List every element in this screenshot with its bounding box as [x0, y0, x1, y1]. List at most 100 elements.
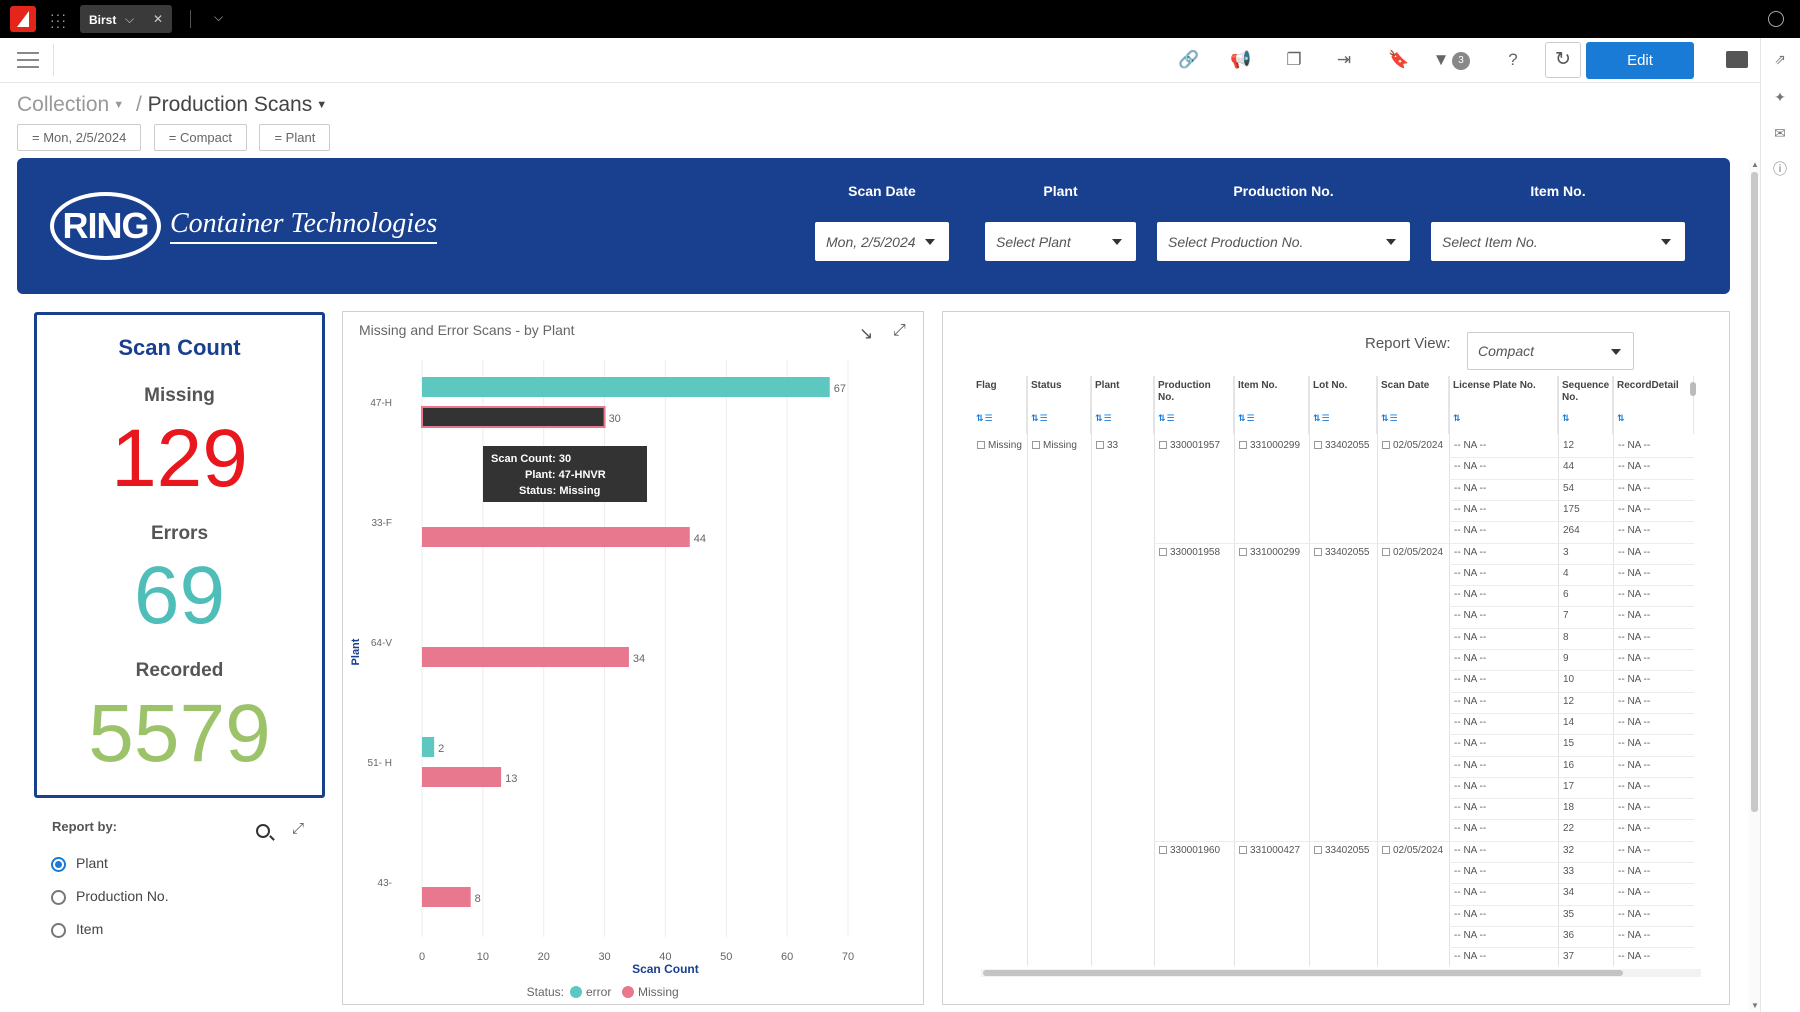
- apps-grid-icon[interactable]: ··· ··· ···: [50, 6, 67, 34]
- expand-icon[interactable]: ⤢: [893, 322, 906, 339]
- caret-down-icon[interactable]: ▼: [113, 99, 125, 112]
- folder-icon[interactable]: [1726, 51, 1748, 68]
- expand-checkbox[interactable]: [1314, 845, 1322, 854]
- bar-chart[interactable]: 0 10 20 30 40 50 60 70 Scan Count Plant 47-H 67 30 33…: [343, 312, 925, 1006]
- expand-checkbox[interactable]: [1239, 441, 1247, 449]
- production-no-select[interactable]: Select Production No.: [1157, 222, 1410, 261]
- scrollbar-thumb[interactable]: [1690, 382, 1696, 396]
- sort-filter-icon[interactable]: ⇅☰: [1313, 413, 1331, 423]
- bar-missing[interactable]: [422, 647, 629, 667]
- help-circle-icon[interactable]: ⓘ: [1773, 161, 1787, 177]
- expand-checkbox[interactable]: [977, 441, 985, 449]
- expand-icon[interactable]: ⤢: [292, 820, 305, 837]
- filter-icon[interactable]: ▼: [1432, 50, 1450, 69]
- column-header[interactable]: Status ⇅☰: [1027, 376, 1091, 434]
- breadcrumb-current[interactable]: Production Scans: [147, 93, 313, 116]
- expand-checkbox[interactable]: [1096, 441, 1104, 449]
- expand-checkbox[interactable]: [1314, 547, 1322, 556]
- column-header[interactable]: Sequence No. ⇅: [1558, 376, 1613, 434]
- radio-production-no[interactable]: Production No.: [51, 888, 169, 905]
- item-no-select[interactable]: Select Item No.: [1431, 222, 1685, 261]
- expand-checkbox[interactable]: [1382, 441, 1390, 449]
- link-icon[interactable]: 🔗: [1178, 50, 1200, 69]
- expand-checkbox[interactable]: [1382, 845, 1390, 854]
- export-icon[interactable]: ⇥: [1336, 50, 1352, 69]
- more-tabs-icon[interactable]: ⌵: [214, 10, 224, 24]
- close-icon[interactable]: ✕: [153, 12, 164, 26]
- chevron-down-icon[interactable]: ⌵: [125, 12, 135, 26]
- scrollbar-thumb[interactable]: [983, 970, 1623, 976]
- scroll-up-icon[interactable]: ▲: [1751, 160, 1759, 169]
- row-divider: [1449, 798, 1694, 800]
- sort-filter-icon[interactable]: ⇅☰: [976, 413, 994, 423]
- scan-date-select[interactable]: Mon, 2/5/2024: [815, 222, 949, 261]
- menu-icon[interactable]: [17, 52, 39, 68]
- column-header[interactable]: Flag ⇅☰: [972, 376, 1027, 434]
- sort-filter-icon[interactable]: ⇅☰: [1031, 413, 1049, 423]
- chip-report-by[interactable]: = Plant: [259, 124, 331, 151]
- sort-filter-icon[interactable]: ⇅☰: [1158, 413, 1176, 423]
- radio-button[interactable]: [51, 922, 66, 938]
- column-header[interactable]: Production No. ⇅☰: [1154, 376, 1234, 434]
- bar-error[interactable]: [422, 377, 830, 397]
- radio-button[interactable]: [51, 856, 66, 872]
- scrollbar-thumb[interactable]: [1751, 172, 1758, 812]
- open-external-icon[interactable]: ⇗: [1774, 51, 1786, 67]
- radio-item[interactable]: Item: [51, 921, 103, 938]
- bar-missing[interactable]: [422, 887, 471, 907]
- tab-birst[interactable]: Birst ⌵ ✕: [80, 5, 172, 33]
- chip-view[interactable]: = Compact: [153, 124, 248, 151]
- expand-checkbox[interactable]: [1159, 441, 1167, 449]
- plant-select[interactable]: Select Plant: [985, 222, 1136, 261]
- sort-filter-icon[interactable]: ⇅: [1562, 413, 1571, 423]
- expand-checkbox[interactable]: [1239, 845, 1247, 854]
- column-header[interactable]: RecordDetail ⇅: [1613, 376, 1694, 434]
- sort-filter-icon[interactable]: ⇅☰: [1095, 413, 1113, 423]
- record-detail-cell: -- NA --: [1618, 567, 1651, 579]
- column-header[interactable]: Item No. ⇅☰: [1234, 376, 1309, 434]
- page-scrollbar[interactable]: ▲ ▼: [1749, 160, 1760, 1010]
- scan-count-title: Scan Count: [118, 335, 241, 360]
- expand-checkbox[interactable]: [1159, 547, 1167, 556]
- search-icon[interactable]: [256, 824, 270, 838]
- errors-value: 69: [133, 550, 226, 641]
- expand-checkbox[interactable]: [1382, 547, 1390, 556]
- breadcrumb-collection[interactable]: Collection: [17, 93, 110, 116]
- sort-filter-icon[interactable]: ⇅☰: [1381, 413, 1399, 423]
- sort-filter-icon[interactable]: ⇅: [1617, 413, 1626, 423]
- column-header[interactable]: Scan Date ⇅☰: [1377, 376, 1449, 434]
- sort-filter-icon[interactable]: ⇅: [1453, 413, 1462, 423]
- expand-checkbox[interactable]: [1314, 441, 1322, 449]
- bar-missing[interactable]: [422, 767, 502, 787]
- drill-down-icon[interactable]: ↘: [859, 324, 874, 343]
- column-header[interactable]: Plant ⇅☰: [1091, 376, 1154, 434]
- column-header[interactable]: License Plate No. ⇅: [1449, 376, 1558, 434]
- bar-error[interactable]: [422, 737, 435, 757]
- table-horizontal-scrollbar[interactable]: [981, 969, 1701, 977]
- record-detail-cell: -- NA --: [1618, 866, 1651, 877]
- birst-logo-icon[interactable]: [10, 6, 36, 32]
- bar-missing[interactable]: [421, 406, 606, 428]
- expand-checkbox[interactable]: [1239, 547, 1247, 556]
- inbox-icon[interactable]: ✉: [1774, 125, 1786, 141]
- radio-button[interactable]: [51, 889, 66, 905]
- report-view-select[interactable]: Compact: [1467, 332, 1634, 370]
- megaphone-icon[interactable]: 📢: [1230, 50, 1252, 69]
- caret-down-icon[interactable]: ▼: [316, 99, 328, 112]
- expand-checkbox[interactable]: [1032, 441, 1040, 449]
- bookmark-icon[interactable]: 🔖: [1388, 50, 1410, 69]
- copy-icon[interactable]: ❐: [1286, 50, 1302, 69]
- expand-checkbox[interactable]: [1159, 845, 1167, 854]
- radio-plant[interactable]: Plant: [51, 855, 108, 872]
- user-icon[interactable]: [1768, 11, 1784, 27]
- bar-missing[interactable]: [422, 527, 690, 547]
- scroll-down-icon[interactable]: ▼: [1751, 1001, 1759, 1010]
- sparkle-icon[interactable]: ✦: [1774, 89, 1786, 105]
- edit-button[interactable]: Edit: [1586, 42, 1694, 79]
- column-header[interactable]: Lot No. ⇅☰: [1309, 376, 1377, 434]
- chip-date[interactable]: = Mon, 2/5/2024: [17, 124, 142, 151]
- table-vertical-scrollbar[interactable]: [1689, 376, 1697, 956]
- refresh-button[interactable]: ↻: [1545, 42, 1581, 78]
- help-icon[interactable]: ?: [1508, 50, 1518, 69]
- sort-filter-icon[interactable]: ⇅☰: [1238, 413, 1256, 423]
